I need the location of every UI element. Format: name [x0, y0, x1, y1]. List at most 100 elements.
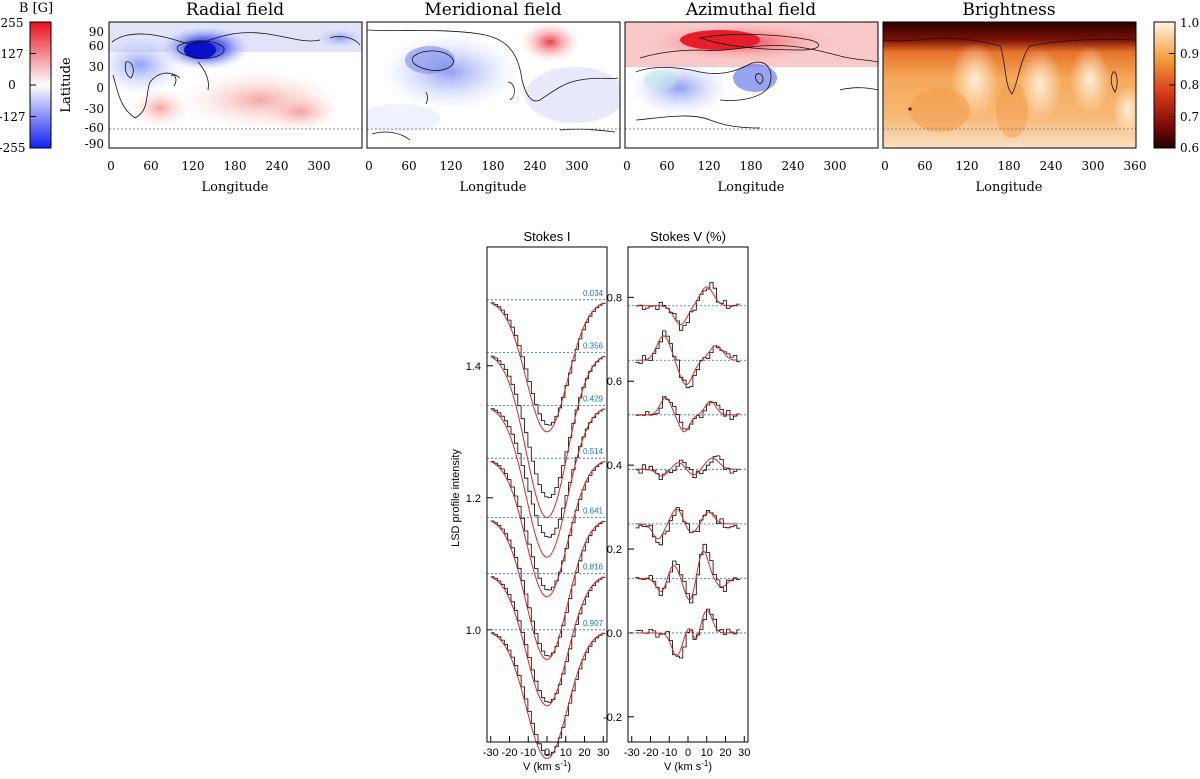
x-tick-label: 20	[578, 747, 590, 759]
phase-label: 0.816	[583, 563, 604, 572]
model-profile	[490, 302, 604, 433]
lon-tick: 120	[440, 159, 463, 173]
x-tick-label: 30	[738, 747, 750, 759]
observed-profile	[490, 408, 606, 538]
lon-tick: 180	[740, 159, 763, 173]
lon-tick: 120	[698, 159, 721, 173]
lon-tick: 120	[182, 159, 205, 173]
map-frame	[108, 21, 363, 149]
stokes-v-plot: -0.2 0.0 0.2 0.4 0.6 0.8 -30 -20 -10 0 10 20 30	[603, 282, 750, 759]
colorbar-bfield-tick: 127	[1, 47, 24, 61]
lon-tick: 180	[224, 159, 247, 173]
colorbar-brightness-tick: 0.9	[1180, 47, 1199, 61]
latitude-label: Latitude	[59, 57, 74, 113]
model-profile	[635, 550, 739, 601]
model-profile	[635, 286, 739, 326]
model-profile	[635, 335, 739, 386]
y-tick-label: 0.6	[607, 376, 622, 388]
observed-profile	[635, 507, 741, 546]
lon-tick: 0	[365, 159, 373, 173]
y-tick-label: 1.2	[466, 493, 481, 505]
map-azimuthal-field: Azimuthal field	[624, 0, 879, 149]
colorbar-brightness-tick: 0.8	[1180, 78, 1199, 92]
y-tick-label: 1.0	[466, 625, 481, 637]
observed-profile	[635, 282, 741, 331]
lon-tick: 300	[566, 159, 589, 173]
colorbar-brightness: 1.0 0.9 0.8 0.7 0.6	[1153, 16, 1199, 155]
observed-profile	[635, 330, 741, 389]
phase-label: 0.641	[583, 507, 604, 516]
model-profile	[635, 397, 739, 433]
x-tick-label: 30	[597, 747, 609, 759]
lat-tick: -60	[85, 121, 104, 135]
map-meridional-field: Meridional field	[366, 0, 621, 149]
y-tick-label: 0.8	[607, 292, 622, 304]
lat-tick: 30	[89, 60, 104, 74]
colorbar-bfield-tick: 0	[8, 78, 16, 92]
longitude-label: Longitude	[976, 180, 1043, 195]
phase-label: 0.034	[583, 289, 604, 298]
colorbar-brightness-tick: 0.6	[1180, 141, 1199, 155]
lon-tick: 60	[143, 159, 158, 173]
x-tick-label: 10	[560, 747, 572, 759]
lon-tick: 360	[1124, 159, 1147, 173]
colorbar-brightness-tick: 1.0	[1180, 16, 1199, 30]
colorbar-bfield-tick: -127	[0, 110, 25, 124]
map-brightness: Brightness	[882, 0, 1137, 149]
phase-label: 0.429	[583, 394, 604, 403]
model-profile	[635, 508, 739, 540]
map-frame	[366, 21, 621, 149]
y-tick-label: 0.4	[607, 460, 622, 472]
x-tick-label: -10	[520, 747, 536, 759]
lat-tick: 60	[89, 39, 104, 53]
y-tick-label: -0.2	[603, 712, 622, 724]
lon-tick: 60	[917, 159, 932, 173]
model-profile	[635, 609, 739, 657]
colorbar-bfield-title: B [G]	[19, 1, 53, 16]
lon-tick: 240	[524, 159, 547, 173]
x-tick-label: 0	[685, 747, 691, 759]
phase-label: 0.356	[583, 342, 604, 351]
x-tick-label: 20	[719, 747, 731, 759]
longitude-label: Longitude	[718, 180, 785, 195]
map-title: Radial field	[186, 0, 284, 20]
lat-tick: -30	[85, 102, 104, 116]
y-tick-label: 1.4	[466, 361, 481, 373]
lon-tick: 0	[107, 159, 115, 173]
lat-tick: -90	[85, 137, 104, 151]
x-tick-label: 10	[701, 747, 713, 759]
lat-tick: 0	[96, 81, 104, 95]
chart-title: Stokes V (%)	[650, 229, 726, 244]
model-profile	[490, 576, 604, 707]
lon-tick: 240	[266, 159, 289, 173]
map-title: Brightness	[962, 0, 1055, 20]
latitude-ticks: 90 60 30 0 -30 -60 -90	[85, 25, 104, 151]
phase-label: 0.514	[583, 447, 604, 456]
lon-tick: 0	[623, 159, 631, 173]
chart-title: Stokes I	[524, 229, 571, 244]
lon-tick: 60	[401, 159, 416, 173]
observed-profile	[490, 355, 606, 498]
observed-profile	[635, 543, 741, 604]
lon-tick: 0	[881, 159, 889, 173]
plot-frame	[627, 246, 749, 743]
model-profile	[635, 457, 739, 477]
chart-stokes-v: Stokes V (%) V (km s-1) -0.2 0.0 0.2 0.4 0.6…	[603, 229, 750, 773]
colorbar-brightness-tick: 0.7	[1180, 110, 1199, 124]
map-title: Meridional field	[424, 0, 561, 20]
y-axis-label: LSD profile intensity	[450, 449, 462, 547]
observed-profile	[635, 396, 741, 430]
lon-tick: 300	[308, 159, 331, 173]
map-title: Azimuthal field	[685, 0, 816, 20]
model-profile	[490, 632, 604, 760]
lon-tick: 60	[659, 159, 674, 173]
observed-profile	[635, 455, 741, 480]
x-tick-label: -20	[643, 747, 659, 759]
x-tick-label: -30	[624, 747, 640, 759]
x-axis-label: V (km s-1)	[664, 759, 712, 773]
x-axis-label: V (km s-1)	[523, 759, 571, 773]
map-frame	[882, 21, 1137, 149]
colorbar-bfield-tick: 255	[1, 16, 24, 30]
colorbar-bfield: B [G] 255 127 0 -127 -255	[0, 1, 53, 155]
